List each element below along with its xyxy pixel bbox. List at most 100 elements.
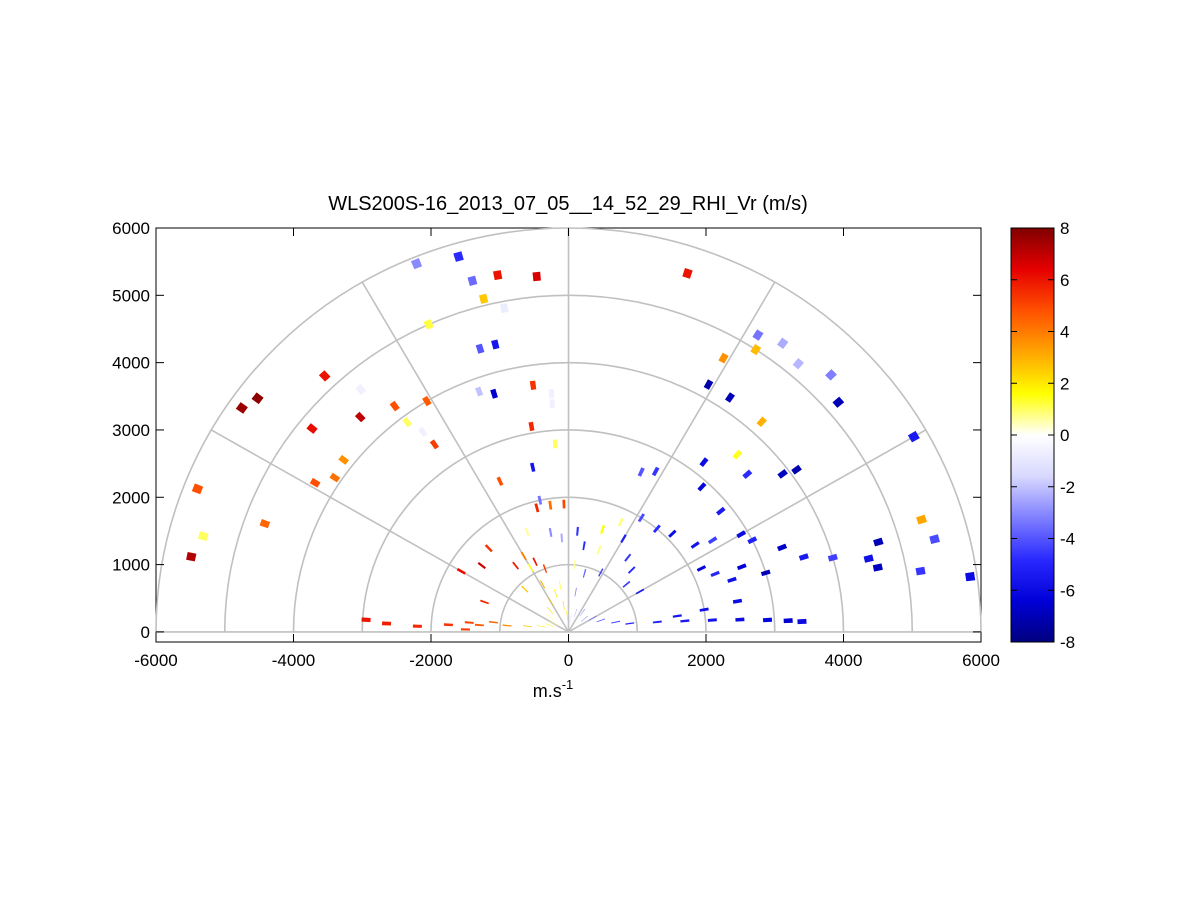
velocity-cell-60 <box>493 270 503 281</box>
velocity-cell-50 <box>355 384 367 395</box>
velocity-cell-6 <box>523 625 533 628</box>
velocity-cell-13 <box>553 589 558 598</box>
x-tick-label: 0 <box>564 651 573 670</box>
velocity-cell-26 <box>680 619 690 623</box>
velocity-cell-76 <box>752 329 764 341</box>
velocity-cell-15 <box>566 610 568 620</box>
velocity-cell-33 <box>464 621 474 624</box>
velocity-cells <box>186 251 976 631</box>
velocity-cell-111 <box>652 524 661 533</box>
velocity-cell-46 <box>329 472 341 483</box>
velocity-cell-9 <box>549 621 558 626</box>
velocity-cell-113 <box>690 541 700 549</box>
colorbar-tick-label: -8 <box>1060 633 1075 652</box>
velocity-cell-130 <box>548 528 553 537</box>
velocity-cell-10 <box>546 613 554 620</box>
velocity-cell-4 <box>474 623 484 627</box>
velocity-cell-88 <box>907 430 920 443</box>
velocity-cell-0 <box>460 628 470 631</box>
velocity-cell-112 <box>668 529 677 538</box>
velocity-cell-95 <box>736 530 747 539</box>
velocity-cell-106 <box>915 566 926 576</box>
velocity-cell-17 <box>570 614 572 623</box>
colorbar-tick-label: 6 <box>1060 271 1069 290</box>
velocity-cell-68 <box>529 380 537 390</box>
velocity-cell-145 <box>558 581 562 590</box>
velocity-cell-35 <box>672 614 682 618</box>
velocity-cell-2 <box>382 621 392 626</box>
colorbar-tick-label: -6 <box>1060 581 1075 600</box>
velocity-cell-101 <box>827 553 838 562</box>
velocity-cell-54 <box>418 426 428 437</box>
velocity-cell-87 <box>777 469 788 479</box>
velocity-cell-74 <box>530 462 536 472</box>
grid-spoke-30 <box>568 429 927 633</box>
velocity-cell-97 <box>707 536 718 545</box>
x-tick-label: -2000 <box>409 651 452 670</box>
velocity-cell-127 <box>534 503 540 513</box>
velocity-cell-56 <box>410 258 423 270</box>
velocity-cell-81 <box>750 344 762 356</box>
velocity-cell-142 <box>598 568 604 577</box>
velocity-cell-65 <box>491 339 500 350</box>
velocity-cell-125 <box>532 557 538 566</box>
y-tick-label: 6000 <box>112 219 150 238</box>
velocity-cell-16 <box>568 607 570 617</box>
velocity-cell-61 <box>532 271 541 282</box>
velocity-cell-14 <box>562 601 565 610</box>
velocity-cell-31 <box>797 618 807 625</box>
y-tick-label: 1000 <box>112 556 150 575</box>
velocity-cell-69 <box>548 389 555 399</box>
velocity-cell-28 <box>735 617 745 622</box>
velocity-cell-123 <box>520 551 527 561</box>
colorbar-tick-label: 4 <box>1060 323 1069 342</box>
velocity-cell-70 <box>549 399 555 409</box>
velocity-cell-25 <box>652 620 662 624</box>
velocity-cell-42 <box>235 402 248 414</box>
velocity-cell-89 <box>916 514 927 525</box>
velocity-cell-116 <box>710 570 720 577</box>
velocity-cell-148 <box>596 545 602 555</box>
velocity-cell-139 <box>622 580 631 588</box>
velocity-cell-32 <box>443 623 453 627</box>
velocity-cell-55 <box>429 439 439 450</box>
velocity-cell-144 <box>521 585 529 593</box>
velocity-cell-48 <box>318 370 331 382</box>
velocity-cell-7 <box>537 625 546 628</box>
velocity-cell-126 <box>542 564 548 573</box>
velocity-cell-114 <box>696 565 707 572</box>
velocity-cell-134 <box>600 524 605 534</box>
velocity-cell-29 <box>762 617 773 623</box>
velocity-cell-93 <box>697 482 707 492</box>
velocity-cell-141 <box>582 569 587 578</box>
velocity-cell-122 <box>512 561 519 570</box>
velocity-cell-44 <box>306 423 318 434</box>
x-tick-label: 2000 <box>687 651 725 670</box>
velocity-cell-135 <box>617 517 624 527</box>
grid-spoke-150 <box>210 429 569 633</box>
velocity-cell-73 <box>496 476 504 486</box>
velocity-cell-23 <box>611 620 621 624</box>
x-axis-label: m.s-1 <box>533 677 574 701</box>
axes: -6000 -4000 -2000 0 2000 4000 6000 0 1000 2000 300… <box>112 219 1000 670</box>
velocity-cell-79 <box>825 369 837 381</box>
velocity-cell-8 <box>544 623 554 627</box>
velocity-cell-98 <box>777 543 788 552</box>
y-tick-label: 0 <box>141 623 150 642</box>
velocity-cell-37 <box>732 598 743 604</box>
velocity-cell-45 <box>309 477 321 488</box>
velocity-cell-1 <box>412 624 422 628</box>
velocity-cell-128 <box>548 500 553 510</box>
velocity-cell-63 <box>499 303 509 314</box>
velocity-cell-66 <box>475 386 484 397</box>
velocity-cell-103 <box>863 554 874 563</box>
velocity-cell-82 <box>718 352 729 364</box>
colorbar-tick-label: -2 <box>1060 478 1075 497</box>
velocity-cell-108 <box>651 466 660 477</box>
velocity-cell-72 <box>528 421 535 432</box>
velocity-cell-85 <box>756 416 767 427</box>
x-tick-label: 6000 <box>962 651 1000 670</box>
velocity-cell-11 <box>546 606 553 614</box>
y-tick-label: 4000 <box>112 354 150 373</box>
